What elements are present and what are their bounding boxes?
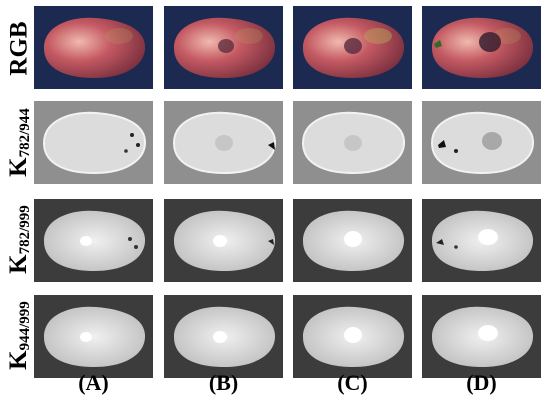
fruit-image-k782-999-c [293, 199, 412, 282]
fruit-image-k782-999-d [422, 199, 541, 282]
fruit-image-k782-999-b [164, 199, 283, 282]
row-label-k782-944: K782/944 [4, 107, 33, 177]
row-label-k944-999: K944/999 [4, 300, 33, 370]
fruit-image-RGB-c [293, 6, 412, 89]
fruit-image-k782-944-b [164, 101, 283, 184]
fruit-image-RGB-a [34, 6, 153, 89]
fruit-image-k944-999-d [422, 295, 541, 378]
fruit-image-k944-999-a [34, 295, 153, 378]
fruit-image-RGB-b [164, 6, 283, 89]
row-label-k782-999: K782/999 [4, 204, 33, 274]
column-label-b: (B) [208, 370, 239, 395]
column-label-a: (A) [78, 370, 109, 395]
fruit-image-RGB-d [422, 6, 541, 89]
fruit-image-k782-944-d [422, 101, 541, 184]
row-label-rgb: RGB [5, 20, 33, 76]
fruit-image-k944-999-c [293, 295, 412, 378]
fruit-image-k782-944-c [293, 101, 412, 184]
fruit-image-k782-999-a [34, 199, 153, 282]
fruit-image-k782-944-a [34, 101, 153, 184]
fruit-image-k944-999-b [164, 295, 283, 378]
column-label-d: (D) [466, 370, 497, 395]
column-label-c: (C) [337, 370, 368, 395]
